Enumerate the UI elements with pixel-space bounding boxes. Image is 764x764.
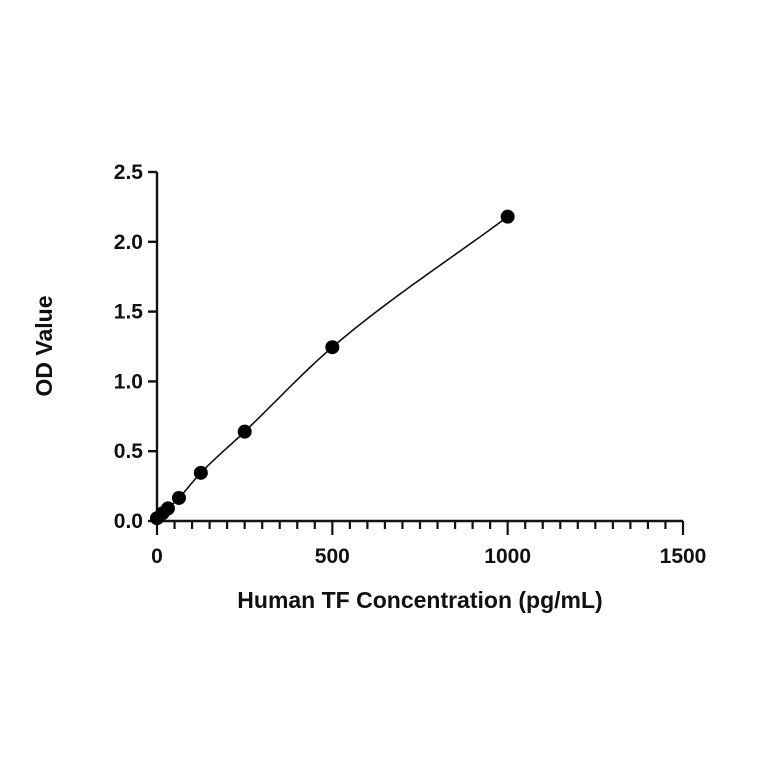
data-point [160, 501, 175, 516]
y-tick-label: 2.5 [114, 161, 144, 184]
data-point [171, 490, 186, 505]
y-tick-label: 1.0 [114, 370, 143, 393]
x-tick-label: 0 [151, 545, 163, 568]
data-point [237, 424, 252, 439]
x-axis: 0 500 1000 1500 [151, 519, 707, 568]
y-tick-label: 0.5 [114, 440, 144, 463]
y-axis-title: OD Value [31, 296, 57, 397]
x-tick-label: 500 [315, 545, 350, 568]
x-tick-label: 1500 [660, 545, 707, 568]
data-point [500, 209, 515, 224]
y-tick-label: 0.0 [114, 510, 143, 533]
y-tick-label: 1.5 [114, 301, 144, 324]
x-axis-title: Human TF Concentration (pg/mL) [237, 587, 602, 613]
data-point [193, 465, 208, 480]
data-points [150, 209, 515, 526]
y-axis: 0.0 0.5 1.0 1.5 2.0 2.5 [114, 161, 159, 533]
fit-curve [156, 216, 509, 519]
y-tick-label: 2.0 [114, 231, 143, 254]
x-tick-label: 1000 [484, 545, 531, 568]
data-point [325, 340, 340, 355]
